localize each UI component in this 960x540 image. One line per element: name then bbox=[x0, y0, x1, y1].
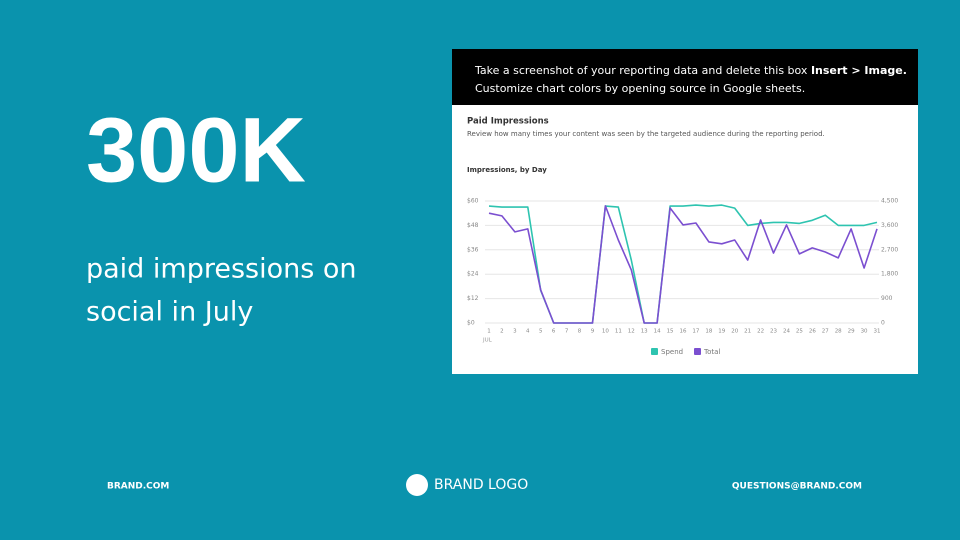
x-tick-label: 17 bbox=[692, 329, 699, 335]
y-tick-label: $24 bbox=[467, 271, 479, 278]
y2-tick-label: 2,700 bbox=[881, 246, 898, 253]
chart-heading: Paid Impressions bbox=[467, 117, 549, 127]
footer-right: QUESTIONS@BRAND.COM bbox=[732, 482, 862, 492]
legend-swatch bbox=[651, 348, 658, 355]
x-tick-label: 10 bbox=[602, 329, 609, 335]
x-tick-label: 14 bbox=[654, 329, 661, 335]
x-tick-label: 13 bbox=[641, 329, 648, 335]
description-line: paid impressions on bbox=[86, 254, 357, 285]
x-tick-label: 20 bbox=[731, 329, 738, 335]
x-tick-label: 26 bbox=[809, 329, 816, 335]
x-tick-label: 25 bbox=[796, 329, 803, 335]
footer-logo: BRAND LOGO bbox=[434, 477, 528, 493]
y2-tick-label: 4,500 bbox=[881, 198, 898, 205]
x-tick-label: 12 bbox=[628, 329, 635, 335]
series-line bbox=[488, 205, 878, 324]
y-tick-label: $48 bbox=[467, 222, 479, 229]
x-tick-label: 19 bbox=[718, 329, 725, 335]
y-tick-label: $0 bbox=[467, 320, 475, 327]
y2-tick-label: 1,800 bbox=[881, 271, 898, 278]
x-tick-label: 1 bbox=[487, 329, 491, 335]
logo-icon bbox=[406, 474, 428, 496]
y2-tick-label: 0 bbox=[881, 320, 885, 327]
x-tick-label: 16 bbox=[680, 329, 687, 335]
x-tick-label: 9 bbox=[591, 329, 595, 335]
note-text: Take a screenshot of your reporting data… bbox=[474, 64, 811, 77]
x-tick-label: 8 bbox=[578, 329, 582, 335]
x-tick-label: 24 bbox=[783, 329, 790, 335]
x-tick-label: 15 bbox=[667, 329, 674, 335]
x-tick-label: 18 bbox=[705, 329, 712, 335]
y2-tick-label: 900 bbox=[881, 295, 893, 302]
x-tick-label: 27 bbox=[822, 329, 829, 335]
x-tick-label: 6 bbox=[552, 329, 556, 335]
note-box bbox=[452, 49, 918, 105]
x-tick-label: 21 bbox=[744, 329, 751, 335]
x-sublabel: JUL bbox=[482, 338, 493, 344]
x-tick-label: 23 bbox=[770, 329, 777, 335]
x-tick-label: 28 bbox=[835, 329, 842, 335]
y-tick-label: $60 bbox=[467, 198, 479, 205]
note-bold: Insert > Image. bbox=[811, 64, 907, 77]
x-tick-label: 4 bbox=[526, 329, 530, 335]
x-tick-label: 30 bbox=[861, 329, 868, 335]
note-line: Customize chart colors by opening source… bbox=[475, 82, 805, 95]
x-tick-label: 2 bbox=[500, 329, 504, 335]
legend-label: Spend bbox=[661, 348, 683, 356]
y2-tick-label: 3,600 bbox=[881, 222, 898, 229]
x-tick-label: 22 bbox=[757, 329, 764, 335]
chart: $0 $12 $24 $36 $48 $60 0 900 1,800 2,700 3,600 4,50… bbox=[467, 198, 898, 357]
note-line: Take a screenshot of your reporting data… bbox=[474, 64, 907, 77]
x-tick-label: 7 bbox=[565, 329, 569, 335]
legend-label: Total bbox=[703, 348, 720, 356]
x-tick-label: 31 bbox=[874, 329, 881, 335]
y-tick-label: $12 bbox=[467, 295, 479, 302]
y-tick-label: $36 bbox=[467, 246, 479, 253]
x-tick-label: 11 bbox=[615, 329, 622, 335]
legend-swatch bbox=[694, 348, 701, 355]
x-tick-label: 3 bbox=[513, 329, 517, 335]
x-tick-label: 29 bbox=[848, 329, 855, 335]
footer-left: BRAND.COM bbox=[107, 482, 169, 492]
description-line: social in July bbox=[86, 297, 253, 328]
chart-title: Impressions, by Day bbox=[467, 166, 547, 174]
x-tick-label: 5 bbox=[539, 329, 543, 335]
chart-subtitle: Review how many times your content was s… bbox=[467, 130, 825, 138]
headline: 300K bbox=[86, 99, 306, 201]
